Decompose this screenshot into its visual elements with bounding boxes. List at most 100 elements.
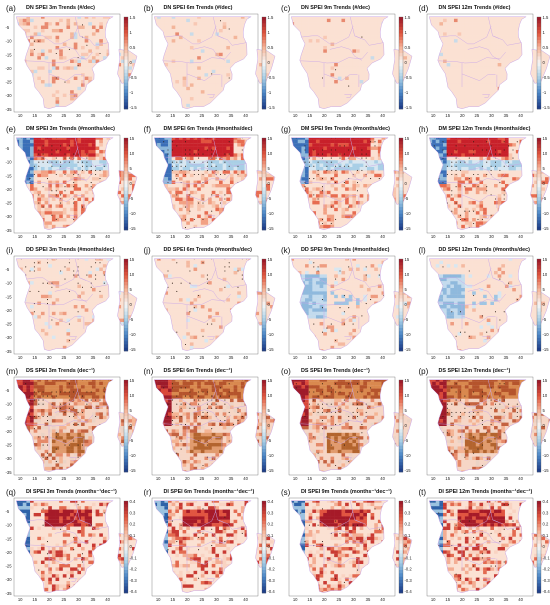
trend-cell [334, 16, 339, 19]
trend-cell [407, 28, 411, 33]
trend-cell [471, 97, 476, 101]
colorbar-segment [124, 72, 128, 77]
trend-cell [312, 66, 317, 70]
trend-cell [203, 69, 208, 74]
trend-cell [70, 146, 74, 151]
colorbar-segment [536, 92, 541, 97]
trend-cell [356, 52, 360, 57]
trend-cell [91, 63, 96, 67]
trend-cell [66, 100, 71, 104]
trend-cell [40, 66, 45, 70]
trend-cell [44, 187, 49, 191]
trend-cell [356, 25, 360, 30]
trend-cell [233, 56, 237, 60]
trend-cell [214, 63, 219, 67]
colorbar-segment [124, 66, 128, 70]
trend-cell [544, 25, 549, 30]
trend-cell [500, 69, 505, 74]
trend-cell [91, 170, 96, 174]
trend-cell [319, 16, 324, 19]
colorbar-segment [124, 17, 128, 21]
trend-cell [207, 80, 212, 84]
trend-cell [497, 80, 502, 84]
trend-cell [185, 32, 190, 36]
trend-cell [319, 97, 324, 101]
trend-cell [211, 42, 216, 47]
colorbar-segment [536, 86, 541, 90]
trend-cell [308, 73, 313, 77]
trend-cell [207, 90, 212, 94]
trend-cell [160, 22, 165, 26]
trend-cell [468, 45, 472, 50]
trend-cell [37, 63, 42, 67]
trend-cell [374, 22, 379, 26]
trend-cell [468, 49, 472, 53]
trend-cell [475, 28, 480, 33]
trend-cell [59, 25, 64, 30]
trend-cell [308, 25, 313, 30]
trend-cell [315, 73, 320, 77]
trend-cell [475, 25, 480, 30]
trend-cell [88, 156, 93, 161]
trend-cell [269, 32, 274, 36]
trend-cell [55, 59, 60, 64]
trend-cell [30, 63, 34, 67]
trend-cell [225, 45, 230, 50]
trend-cell [70, 149, 74, 154]
trend-cell [121, 59, 125, 64]
trend-cell [51, 137, 56, 140]
trend-cell [128, 177, 133, 181]
trend-cell [30, 49, 34, 53]
trend-cell [59, 86, 64, 91]
trend-cell [40, 18, 45, 23]
trend-cell [70, 97, 74, 101]
trend-cell [40, 207, 45, 212]
trend-cell [193, 35, 197, 40]
y-tick-label: -5 [6, 25, 10, 30]
trend-cell [442, 69, 447, 74]
trend-cell [163, 16, 168, 19]
trend-cell [471, 25, 476, 30]
trend-cell [478, 73, 483, 77]
trend-cell [337, 25, 342, 30]
trend-cell [508, 18, 512, 23]
trend-cell [468, 80, 472, 84]
colorbar-segment [536, 69, 541, 74]
colorbar-tick-label: 0.5 [405, 45, 411, 50]
trend-cell [403, 66, 408, 70]
trend-cell [51, 52, 56, 57]
trend-cell [44, 97, 49, 101]
trend-cell [471, 93, 476, 98]
trend-cell [81, 59, 85, 64]
trend-cell [489, 66, 494, 70]
trend-cell [132, 97, 136, 101]
trend-cell [319, 83, 324, 87]
trend-cell [323, 76, 328, 81]
trend-cell [214, 59, 219, 64]
trend-cell [442, 52, 447, 57]
trend-cell [88, 170, 93, 174]
trend-cell [508, 56, 512, 60]
trend-cell [334, 93, 339, 98]
trend-cell [19, 143, 23, 147]
trend-cell [356, 90, 360, 94]
trend-cell [258, 59, 263, 64]
trend-cell [26, 180, 31, 185]
trend-cell [471, 56, 476, 60]
trend-cell [544, 22, 549, 26]
trend-cell [442, 28, 447, 33]
trend-cell [203, 35, 208, 40]
trend-cell [337, 97, 342, 101]
trend-cell [529, 66, 534, 70]
trend-cell [431, 18, 436, 23]
trend-cell [132, 100, 136, 104]
trend-cell [464, 32, 469, 36]
trend-cell [359, 56, 364, 60]
trend-cell [51, 170, 56, 174]
trend-cell [44, 76, 49, 81]
trend-cell [66, 190, 71, 195]
trend-cell [319, 25, 324, 30]
trend-cell [40, 177, 45, 181]
trend-cell [26, 52, 31, 57]
trend-cell [337, 42, 342, 47]
